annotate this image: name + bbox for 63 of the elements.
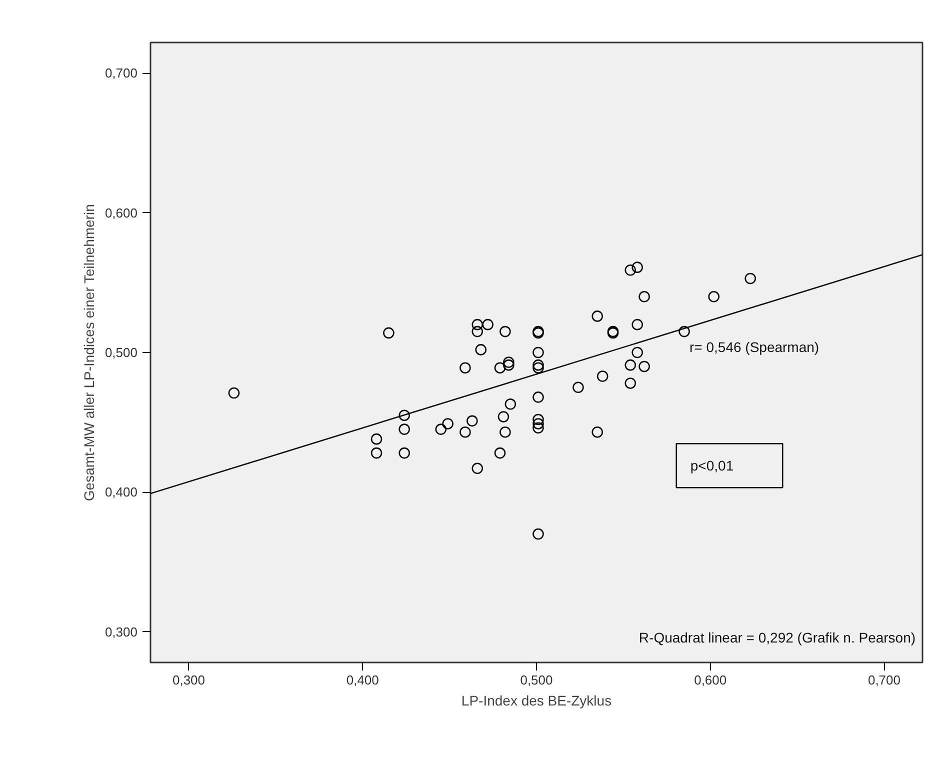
point bbox=[678, 326, 690, 338]
point bbox=[228, 387, 240, 399]
x-tick-label: 0,400 bbox=[346, 672, 379, 688]
point bbox=[500, 426, 511, 438]
point bbox=[632, 262, 643, 273]
point bbox=[532, 392, 544, 403]
x-tick-label: 0,300 bbox=[172, 672, 206, 688]
point bbox=[532, 362, 544, 374]
y-tick-label: 0,400 bbox=[104, 484, 138, 500]
annotation: r= 0,546 (Spearman) bbox=[690, 338, 820, 355]
point bbox=[708, 291, 720, 302]
point bbox=[475, 344, 487, 356]
point bbox=[466, 415, 478, 427]
point bbox=[744, 272, 756, 284]
x-tick-label: 0,500 bbox=[520, 672, 553, 688]
point bbox=[472, 318, 484, 330]
point bbox=[632, 346, 643, 358]
x-tick-label: 0,700 bbox=[868, 672, 901, 688]
y-tick-label: 0,600 bbox=[104, 205, 138, 220]
annotation: R-Quadrat linear = 0,292 (Grafik n. Pearson) bbox=[638, 629, 916, 646]
point bbox=[482, 318, 494, 330]
point bbox=[398, 424, 410, 435]
point bbox=[638, 291, 650, 302]
point bbox=[532, 346, 544, 358]
point bbox=[592, 310, 604, 322]
point bbox=[500, 326, 511, 338]
y-tick-label: 0,500 bbox=[104, 345, 138, 360]
point bbox=[592, 426, 604, 438]
point bbox=[638, 360, 650, 372]
point bbox=[624, 264, 636, 276]
point bbox=[460, 362, 471, 374]
point bbox=[532, 359, 544, 371]
point bbox=[398, 410, 410, 421]
point bbox=[472, 462, 484, 474]
point bbox=[398, 447, 410, 459]
point bbox=[632, 318, 643, 330]
y-tick-label: 0,300 bbox=[104, 624, 138, 640]
point bbox=[532, 422, 544, 434]
point bbox=[494, 362, 506, 374]
point bbox=[503, 356, 514, 368]
point bbox=[532, 414, 544, 426]
point bbox=[532, 528, 544, 540]
point bbox=[503, 359, 514, 371]
point bbox=[532, 418, 544, 430]
point bbox=[442, 418, 454, 430]
annotation: p<0,01 bbox=[690, 458, 734, 474]
x-axis-title: LP-Index des BE-Zyklus bbox=[461, 692, 612, 708]
point bbox=[572, 382, 584, 394]
point bbox=[472, 326, 484, 338]
point bbox=[624, 359, 636, 371]
point bbox=[624, 378, 636, 389]
point bbox=[435, 424, 447, 435]
point bbox=[596, 370, 608, 382]
point bbox=[498, 411, 510, 422]
y-tick-label: 0,700 bbox=[104, 66, 138, 81]
point bbox=[504, 398, 516, 410]
point bbox=[383, 327, 394, 339]
point bbox=[460, 426, 471, 438]
point bbox=[370, 447, 382, 459]
point bbox=[494, 447, 506, 459]
y-axis-title: Gesamt-MW aller LP-Indices einer Teilnehmerin bbox=[80, 204, 97, 502]
x-tick-label: 0,600 bbox=[694, 672, 727, 688]
point bbox=[370, 433, 382, 445]
